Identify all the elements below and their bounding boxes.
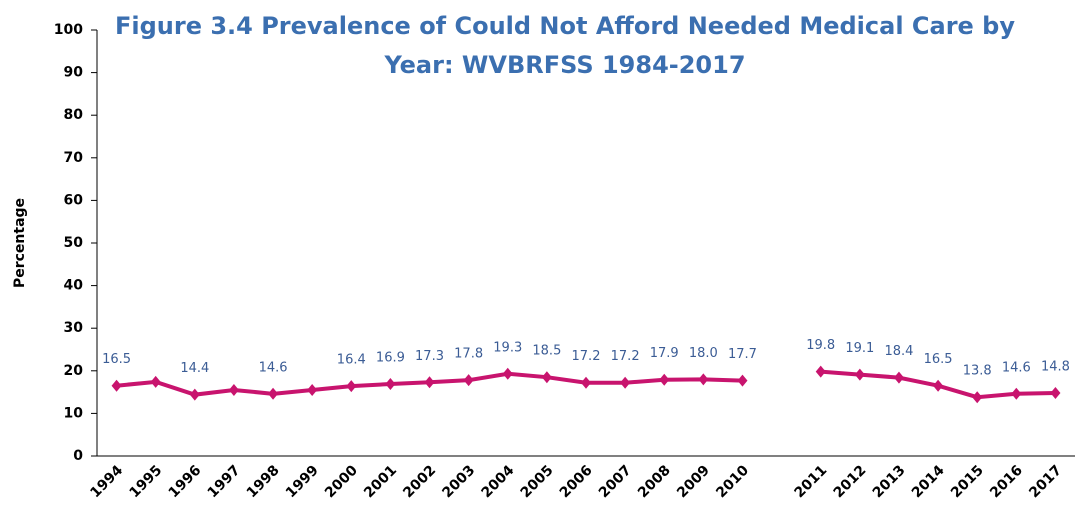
y-tick-label: 90	[64, 65, 84, 81]
point	[307, 383, 318, 396]
data-label: 17.9	[650, 346, 679, 361]
data-label: 16.5	[924, 352, 953, 367]
x-tick-label: 1997	[205, 462, 244, 501]
x-tick-label: 2004	[479, 462, 518, 501]
x-tick-label: 2017	[1026, 462, 1065, 501]
x-tick-label: 1996	[166, 462, 205, 501]
point	[502, 367, 513, 380]
data-label: 18.0	[689, 346, 718, 361]
y-tick-label: 0	[73, 448, 83, 464]
x-tick-label: 2007	[596, 462, 635, 501]
x-tick-label: 2000	[322, 462, 361, 501]
x-tick-label: 2008	[635, 462, 674, 501]
x-tick-label: 2011	[792, 462, 831, 501]
x-tick-label: 1994	[87, 462, 126, 501]
data-label: 19.3	[493, 340, 522, 355]
x-tick-label: 2012	[831, 462, 870, 501]
data-label: 19.8	[806, 338, 835, 353]
point	[815, 365, 826, 378]
x-tick-label: 2009	[674, 462, 713, 501]
data-label: 17.8	[454, 347, 483, 362]
data-label: 17.2	[572, 349, 601, 364]
point	[1050, 386, 1061, 399]
x-tick-label: 2015	[948, 462, 987, 501]
data-label: 17.7	[728, 347, 757, 362]
x-tick-label: 2016	[987, 462, 1026, 501]
data-label: 18.5	[532, 344, 561, 359]
data-label: 13.8	[963, 364, 992, 379]
x-tick-label: 2013	[870, 462, 909, 501]
point	[620, 376, 631, 389]
data-label: 18.4	[884, 344, 913, 359]
y-tick-label: 60	[64, 192, 84, 208]
point	[228, 383, 239, 396]
point	[854, 368, 865, 381]
chart-title: Figure 3.4 Prevalence of Could Not Affor…	[115, 12, 1015, 40]
point	[659, 373, 670, 386]
data-label: 17.2	[611, 349, 640, 364]
y-axis-label: Percentage	[12, 198, 28, 288]
x-tick-label: 2014	[909, 462, 948, 501]
x-tick-label: 2003	[439, 462, 478, 501]
chart-title: Year: WVBRFSS 1984-2017	[383, 51, 745, 79]
y-tick-label: 50	[64, 235, 84, 251]
data-label: 16.5	[102, 352, 131, 367]
x-tick-label: 2001	[361, 462, 400, 501]
x-tick-label: 2006	[557, 462, 596, 501]
point	[893, 371, 904, 384]
point	[1011, 387, 1022, 400]
x-tick-label: 1995	[126, 462, 165, 501]
point	[541, 371, 552, 384]
data-label: 16.4	[337, 353, 366, 368]
x-tick-label: 1998	[244, 462, 283, 501]
x-tick-label: 2002	[400, 462, 439, 501]
data-label: 16.9	[376, 351, 405, 366]
data-label: 14.8	[1041, 359, 1070, 374]
point	[385, 378, 396, 391]
data-label: 14.4	[180, 361, 209, 376]
point	[424, 376, 435, 389]
y-tick-label: 40	[64, 278, 84, 294]
point	[463, 374, 474, 387]
point	[737, 374, 748, 387]
point	[111, 379, 122, 392]
point	[972, 391, 983, 404]
point	[268, 387, 279, 400]
data-label: 17.3	[415, 349, 444, 364]
data-label: 14.6	[259, 360, 288, 375]
point	[346, 380, 357, 393]
point	[581, 376, 591, 389]
x-tick-label: 2005	[518, 462, 557, 501]
data-label: 14.6	[1002, 360, 1031, 375]
y-tick-label: 20	[64, 363, 84, 379]
x-tick-label: 2010	[713, 462, 752, 501]
y-tick-label: 100	[54, 22, 83, 38]
y-tick-label: 30	[64, 320, 84, 336]
point	[933, 379, 944, 392]
y-tick-label: 10	[64, 405, 84, 421]
x-tick-label: 1999	[283, 462, 322, 501]
data-label: 19.1	[845, 341, 874, 356]
y-tick-label: 70	[64, 150, 84, 166]
point	[189, 388, 200, 401]
point	[698, 373, 709, 386]
y-tick-label: 80	[64, 107, 84, 123]
point	[150, 375, 161, 388]
